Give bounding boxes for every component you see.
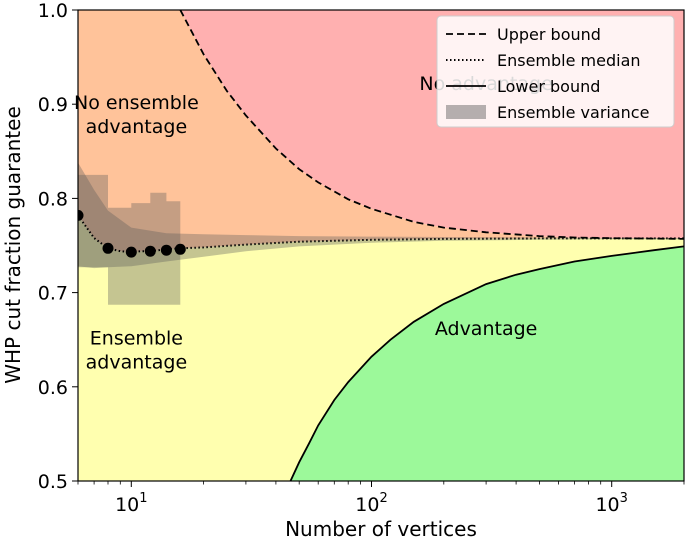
y-tick-label: 0.7	[38, 283, 68, 305]
y-tick-label: 0.6	[38, 377, 68, 399]
legend: Upper bound Ensemble median Lower bound Ens…	[436, 15, 675, 128]
median-points	[78, 209, 186, 258]
legend-swatch-variance	[446, 105, 486, 119]
x-axis-ticks: 101 102 103	[77, 481, 685, 516]
y-tick-label: 0.8	[38, 188, 68, 210]
lower-bound-line	[289, 245, 684, 481]
variance-step	[78, 174, 181, 309]
region-label: No ensemble advantage	[74, 92, 199, 138]
legend-label: Lower bound	[497, 77, 600, 96]
y-axis-ticks: 0.5 0.6 0.7 0.8 0.9 1.0	[38, 0, 78, 493]
median-point	[174, 243, 186, 255]
region-no-ensemble-advantage	[78, 10, 684, 253]
median-line	[78, 214, 684, 254]
y-axis-label: WHP cut fraction guarantee	[1, 106, 25, 384]
variance-band	[78, 162, 684, 269]
median-point	[144, 245, 156, 257]
median-point	[78, 209, 84, 221]
x-tick-label: 102	[355, 491, 387, 516]
region-advantage	[290, 246, 684, 481]
median-point	[125, 246, 137, 258]
x-tick-label: 103	[595, 491, 627, 516]
x-tick-label: 101	[115, 491, 147, 516]
region-label: Advantage	[435, 318, 538, 340]
x-axis-label: Number of vertices	[285, 517, 477, 540]
legend-box	[436, 15, 675, 128]
axes-frame	[77, 9, 685, 482]
region-label: Ensemble advantage	[86, 327, 187, 373]
legend-label: Ensemble median	[497, 51, 641, 70]
legend-label: Ensemble variance	[497, 103, 649, 122]
median-point	[160, 244, 172, 256]
y-tick-label: 1.0	[38, 0, 68, 22]
legend-label: Upper bound	[497, 25, 601, 44]
y-tick-label: 0.9	[38, 94, 68, 116]
median-point	[102, 242, 114, 254]
y-tick-label: 0.5	[38, 471, 68, 493]
